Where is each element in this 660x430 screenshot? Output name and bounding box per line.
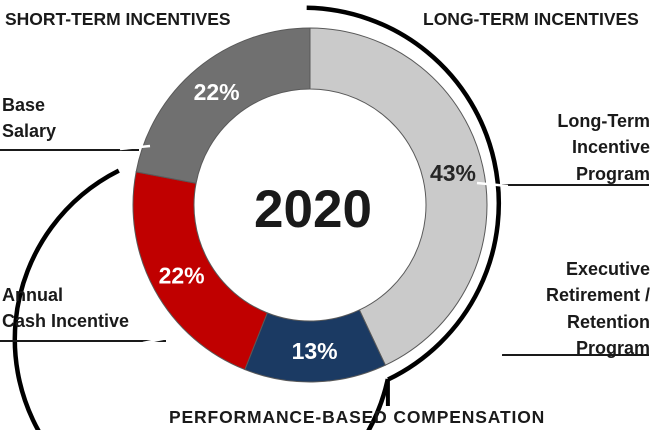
svg-text:13%: 13% (292, 338, 338, 364)
svg-text:2020: 2020 (254, 180, 372, 239)
svg-text:22%: 22% (159, 263, 205, 289)
svg-text:22%: 22% (194, 79, 240, 105)
svg-text:43%: 43% (430, 160, 476, 186)
